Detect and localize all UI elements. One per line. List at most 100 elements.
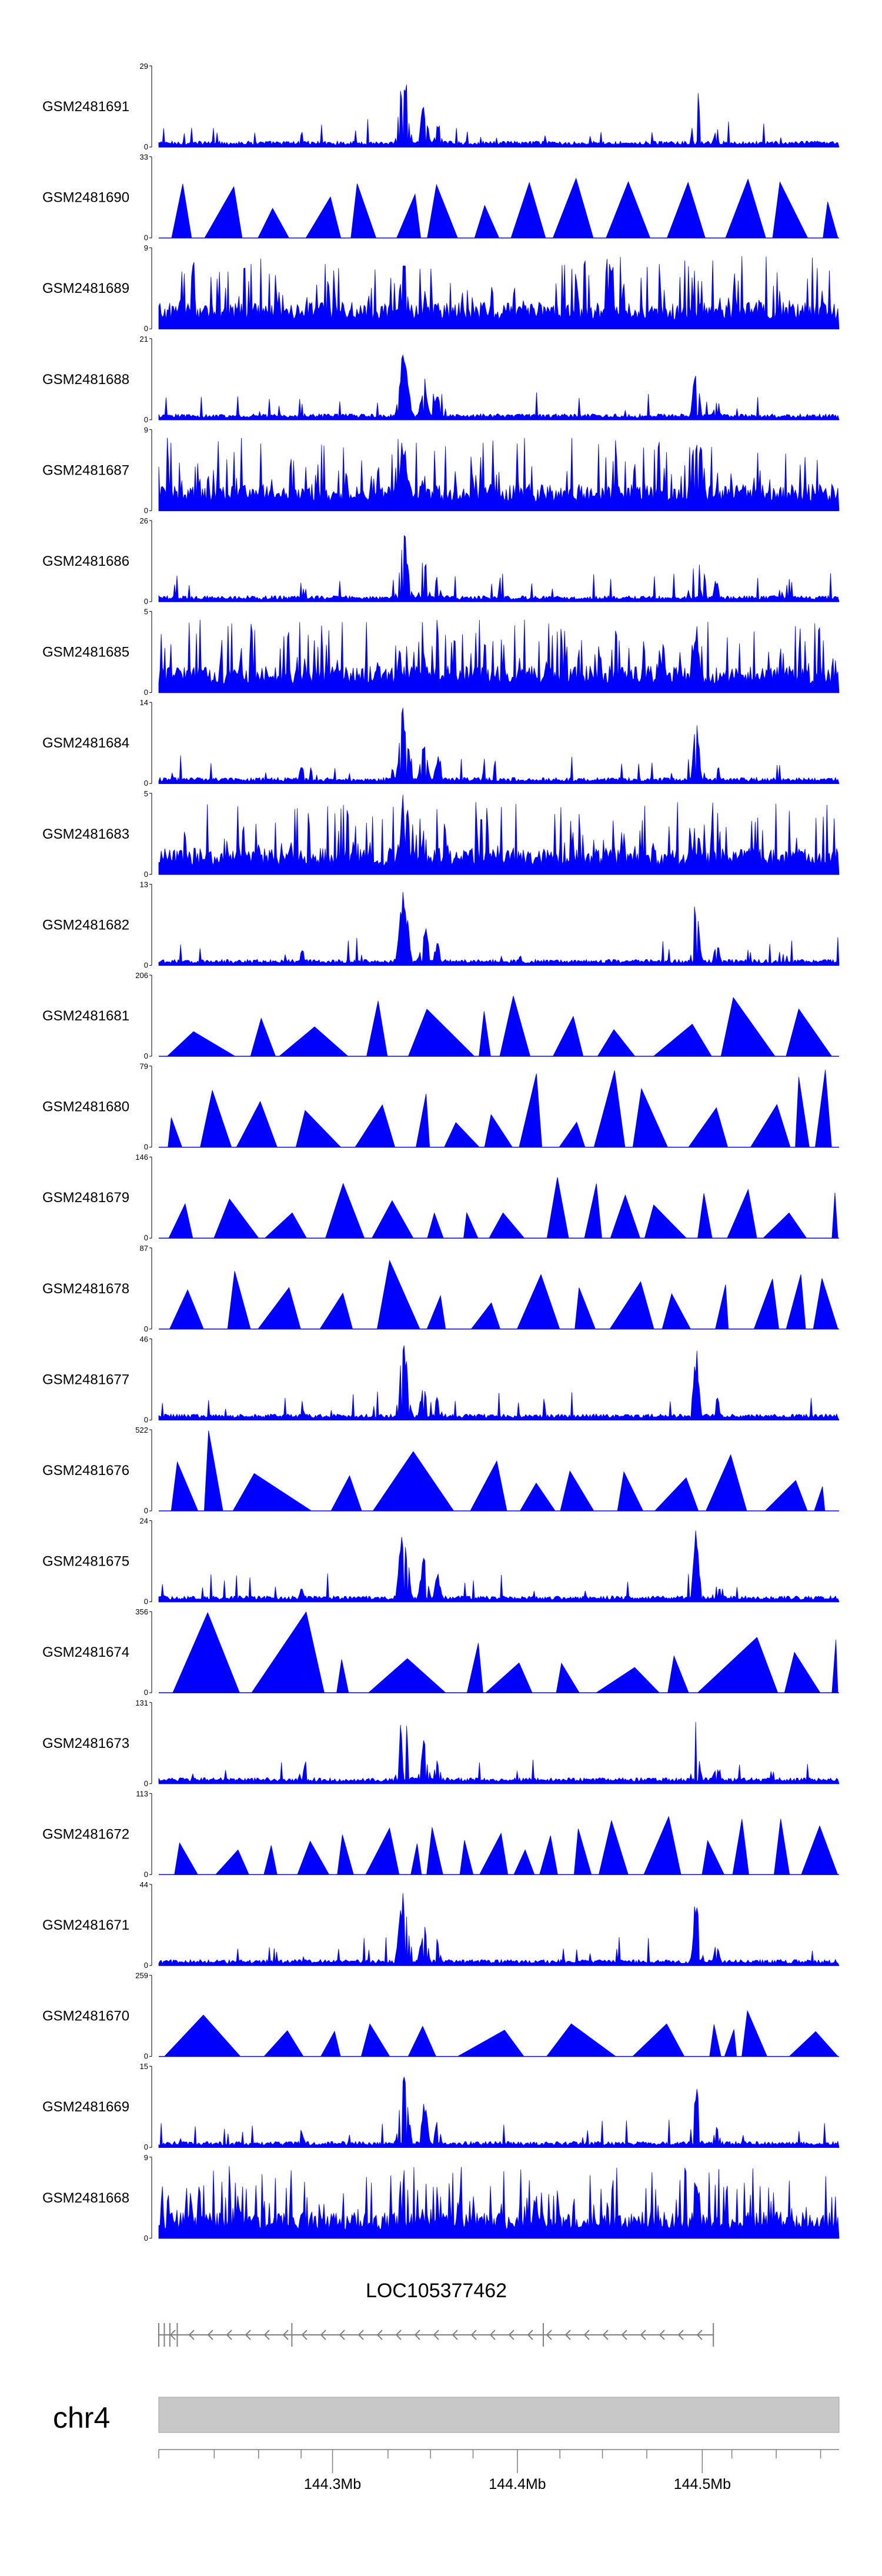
track-label: GSM2481689: [42, 281, 129, 296]
y-tick-label-max: 13: [140, 880, 148, 889]
track-label: GSM2481681: [42, 1008, 129, 1024]
signal-area: [158, 2166, 840, 2239]
track-GSM2481691: GSM2481691 29 0: [42, 62, 840, 151]
y-tick-label-max: 131: [135, 1699, 148, 1707]
y-tick-label-min: 0: [144, 2234, 148, 2243]
y-tick-label-max: 15: [140, 2062, 148, 2071]
strand-arrow: [282, 2330, 289, 2340]
track-GSM2481676: GSM2481676 522 0: [42, 1426, 839, 1515]
strand-arrow: [489, 2330, 496, 2340]
y-tick-label-min: 0: [144, 2052, 148, 2061]
strand-arrow: [414, 2330, 420, 2340]
signal-area: [159, 1070, 832, 1147]
track-label: GSM2481688: [42, 372, 129, 388]
strand-arrow: [245, 2330, 251, 2340]
signal-area: [158, 84, 840, 148]
track-label: GSM2481682: [42, 917, 129, 933]
signal-area: [159, 1430, 826, 1511]
gene-track: LOC105377462: [158, 2280, 714, 2347]
y-tick-label-max: 26: [140, 516, 148, 525]
track-GSM2481670: GSM2481670 259 0: [42, 1971, 839, 2061]
signal-area: [158, 619, 840, 693]
y-tick-label-max: 5: [144, 608, 148, 616]
axis-tick-label: 144.4Mb: [489, 2476, 546, 2492]
track-label: GSM2481671: [42, 1917, 129, 1933]
y-tick-label-min: 0: [144, 1233, 148, 1242]
strand-arrow: [226, 2330, 232, 2340]
y-tick-label-max: 87: [140, 1244, 148, 1253]
y-tick-label-max: 79: [140, 1062, 148, 1071]
track-GSM2481688: GSM2481688 21 0: [42, 335, 840, 424]
y-tick-label-min: 0: [144, 1052, 148, 1060]
track-GSM2481668: GSM2481668 9 0: [42, 2153, 840, 2243]
signal-area: [158, 438, 840, 511]
y-tick-label-min: 0: [144, 960, 148, 969]
track-GSM2481682: GSM2481682 13 0: [42, 880, 840, 969]
track-GSM2481690: GSM2481690 33 0: [42, 153, 839, 242]
y-tick-label-min: 0: [144, 779, 148, 788]
track-label: GSM2481687: [42, 462, 129, 478]
strand-arrow: [320, 2330, 326, 2340]
track-label: GSM2481691: [42, 99, 129, 115]
track-label: GSM2481668: [42, 2190, 129, 2206]
track-GSM2481674: GSM2481674 356 0: [42, 1607, 839, 1697]
strand-arrow: [659, 2330, 665, 2340]
y-tick-label-min: 0: [144, 688, 148, 697]
axis-tick-label: 144.5Mb: [674, 2476, 731, 2492]
track-GSM2481684: GSM2481684 14 0: [42, 698, 840, 788]
signal-area: [159, 1611, 838, 1693]
y-tick-label-min: 0: [144, 324, 148, 333]
y-tick-label-min: 0: [144, 1324, 148, 1333]
strand-arrow: [395, 2330, 402, 2340]
signal-area: [158, 1893, 840, 1966]
track-label: GSM2481683: [42, 826, 129, 842]
signal-area: [158, 1530, 840, 1602]
y-tick-label-max: 29: [140, 62, 148, 71]
y-tick-label-min: 0: [144, 233, 148, 242]
y-tick-label-min: 0: [144, 1415, 148, 1424]
y-tick-label-max: 24: [140, 1517, 148, 1526]
track-GSM2481669: GSM2481669 15 0: [42, 2062, 840, 2151]
signal-area: [158, 1721, 840, 1784]
strand-arrow: [583, 2330, 590, 2340]
strand-arrow: [508, 2330, 514, 2340]
track-label: GSM2481674: [42, 1644, 129, 1660]
signal-area: [158, 256, 840, 329]
signal-area: [158, 795, 840, 875]
gene-name: LOC105377462: [366, 2280, 507, 2302]
track-GSM2481673: GSM2481673 131 0: [42, 1699, 840, 1788]
y-tick-label-min: 0: [144, 597, 148, 606]
track-GSM2481689: GSM2481689 9 0: [42, 243, 840, 333]
y-tick-label-max: 14: [140, 698, 148, 707]
signal-area: [159, 996, 833, 1057]
signal-area: [158, 1345, 840, 1420]
y-tick-label-max: 21: [140, 335, 148, 343]
signal-area: [158, 2077, 840, 2148]
track-GSM2481683: GSM2481683 5 0: [42, 789, 840, 879]
strand-arrow: [169, 2330, 176, 2340]
track-label: GSM2481672: [42, 1826, 129, 1842]
y-tick-label-min: 0: [144, 1961, 148, 1970]
strand-arrow: [452, 2330, 458, 2340]
chromosome-band: [158, 2397, 840, 2433]
strand-arrow: [433, 2330, 439, 2340]
signal-area: [159, 1259, 838, 1330]
track-label: GSM2481678: [42, 1281, 129, 1297]
y-tick-label-min: 0: [144, 870, 148, 879]
signal-area: [159, 2010, 838, 2057]
strand-arrow: [640, 2330, 646, 2340]
ideogram-track: chr4 144.3Mb 144.4Mb 144.5Mb: [53, 2397, 840, 2492]
y-tick-label-min: 0: [144, 1143, 148, 1152]
y-tick-label-max: 33: [140, 153, 148, 162]
strand-arrow: [621, 2330, 627, 2340]
axis-tick-label: 144.3Mb: [304, 2476, 361, 2492]
y-tick-label-max: 9: [144, 2153, 148, 2162]
y-tick-label-max: 113: [136, 1789, 148, 1798]
strand-arrow: [696, 2330, 703, 2340]
y-tick-label-max: 356: [135, 1607, 148, 1616]
strand-arrow: [358, 2330, 364, 2340]
y-tick-label-min: 0: [144, 2143, 148, 2151]
track-label: GSM2481676: [42, 1463, 129, 1479]
y-tick-label-max: 5: [144, 789, 148, 798]
